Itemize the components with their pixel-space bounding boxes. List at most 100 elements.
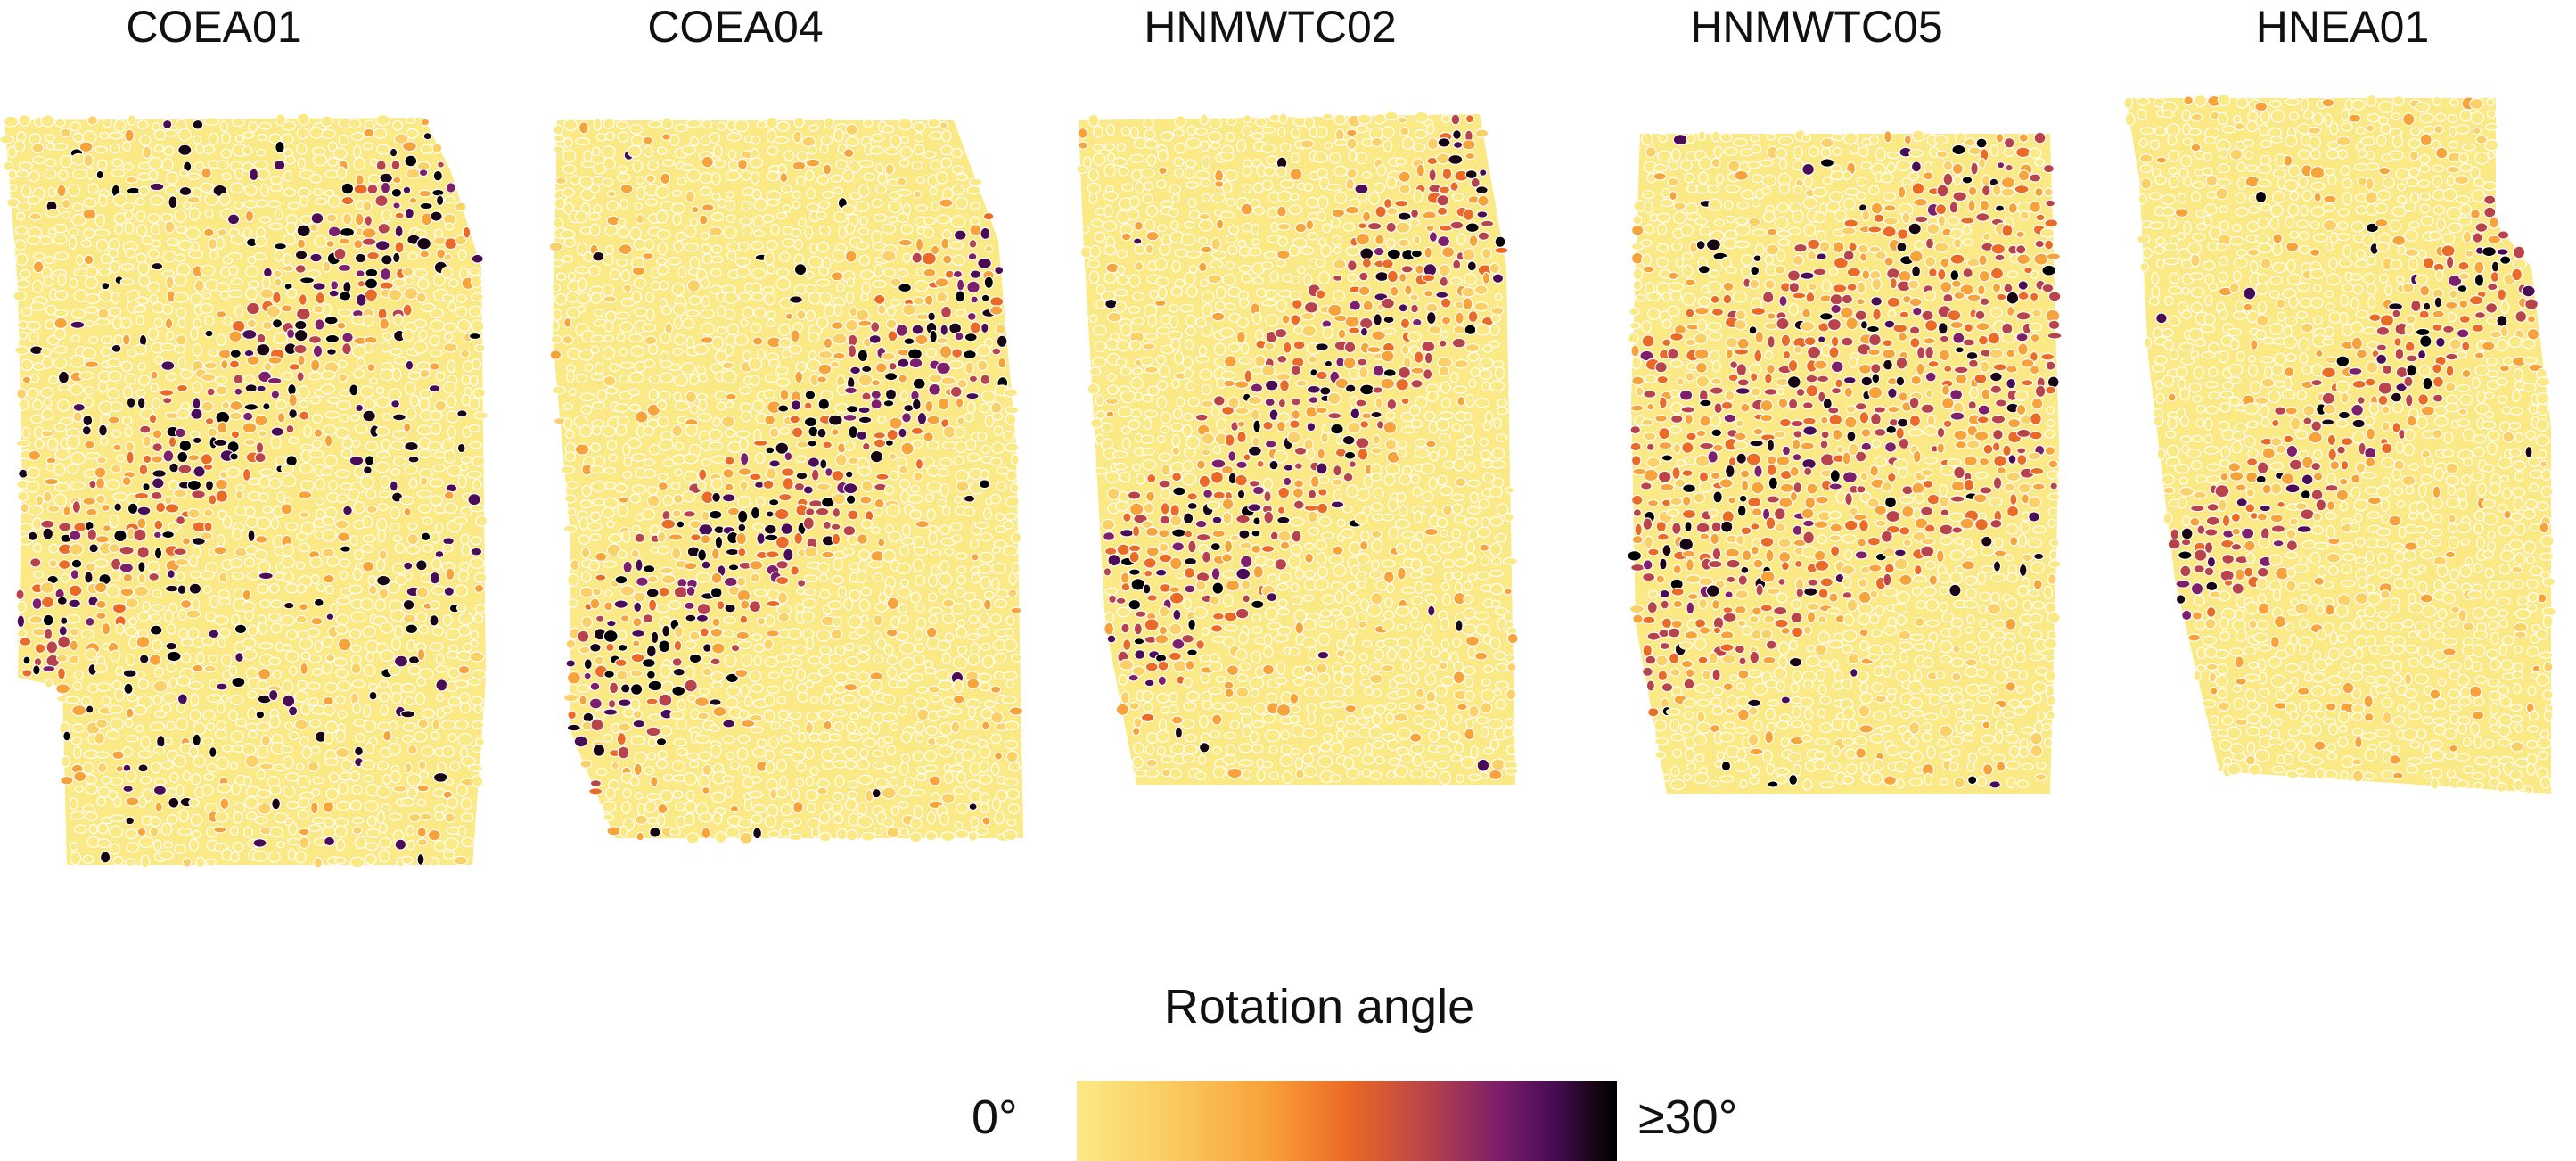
grain bbox=[1115, 358, 1128, 367]
grain bbox=[1144, 679, 1155, 688]
grain bbox=[657, 813, 666, 828]
grain bbox=[1291, 397, 1301, 407]
grain bbox=[1324, 141, 1333, 150]
grain bbox=[1345, 593, 1360, 604]
grain bbox=[738, 292, 751, 302]
grain bbox=[870, 321, 881, 333]
grain bbox=[416, 838, 429, 847]
grain bbox=[328, 480, 338, 491]
grain bbox=[232, 527, 242, 541]
grain bbox=[1302, 594, 1315, 602]
grain bbox=[749, 559, 764, 571]
grain bbox=[911, 398, 922, 411]
grain bbox=[700, 322, 716, 336]
grain bbox=[392, 429, 407, 440]
grain bbox=[1142, 583, 1152, 595]
grain bbox=[245, 545, 258, 556]
grain bbox=[714, 350, 728, 363]
grain bbox=[1410, 607, 1420, 619]
grain bbox=[1188, 210, 1200, 220]
grain bbox=[1309, 475, 1320, 489]
grain bbox=[85, 452, 101, 460]
grain bbox=[712, 144, 723, 159]
grain bbox=[367, 574, 376, 586]
grain bbox=[751, 633, 763, 642]
grain bbox=[95, 599, 107, 610]
grain bbox=[337, 710, 348, 719]
grain bbox=[1441, 167, 1453, 181]
grain bbox=[1240, 202, 1253, 216]
grain bbox=[195, 856, 206, 869]
grain bbox=[898, 614, 909, 624]
grain bbox=[1358, 271, 1369, 282]
grain bbox=[939, 344, 953, 359]
grain bbox=[996, 481, 1007, 491]
grain bbox=[792, 818, 802, 827]
grain bbox=[1343, 450, 1357, 460]
grain bbox=[242, 145, 253, 156]
grain bbox=[859, 748, 869, 759]
grain bbox=[140, 854, 151, 869]
grain bbox=[1235, 139, 1247, 152]
grain bbox=[562, 402, 573, 411]
grain bbox=[377, 760, 389, 770]
grain bbox=[1493, 650, 1506, 661]
grain bbox=[1303, 183, 1314, 193]
grain bbox=[1345, 177, 1355, 191]
grain bbox=[671, 189, 682, 197]
grain bbox=[889, 470, 900, 481]
grain bbox=[27, 195, 41, 205]
grain bbox=[1005, 615, 1015, 626]
grain bbox=[1211, 515, 1223, 524]
grain bbox=[152, 638, 163, 652]
grain bbox=[262, 267, 273, 278]
grain bbox=[737, 734, 751, 744]
grain bbox=[374, 461, 390, 473]
grain bbox=[681, 490, 696, 503]
grain bbox=[380, 181, 391, 194]
grain bbox=[619, 683, 631, 694]
grain bbox=[900, 731, 913, 744]
grain bbox=[766, 116, 778, 129]
grain bbox=[368, 682, 378, 691]
grain bbox=[994, 266, 1005, 276]
grain bbox=[364, 288, 379, 302]
grain bbox=[846, 277, 855, 288]
grain bbox=[1276, 250, 1291, 260]
grain bbox=[1413, 350, 1424, 364]
grain bbox=[881, 223, 897, 235]
grain bbox=[716, 305, 726, 318]
grain bbox=[461, 836, 475, 848]
grain bbox=[1394, 157, 1407, 166]
grain bbox=[673, 585, 688, 599]
grain bbox=[737, 819, 753, 828]
grain bbox=[460, 797, 472, 810]
grain bbox=[275, 113, 287, 127]
grain bbox=[309, 719, 322, 729]
grain bbox=[258, 642, 274, 650]
grain bbox=[242, 411, 254, 422]
grain bbox=[1349, 628, 1358, 636]
grain bbox=[1158, 166, 1168, 176]
grain bbox=[795, 471, 808, 481]
grain bbox=[1497, 398, 1507, 408]
grain bbox=[659, 566, 675, 575]
grain bbox=[415, 586, 429, 599]
grain bbox=[1157, 675, 1168, 687]
grain bbox=[1100, 422, 1113, 433]
grain bbox=[817, 666, 833, 677]
grain bbox=[603, 813, 614, 822]
grain bbox=[300, 521, 316, 535]
grain bbox=[1467, 351, 1480, 362]
grain bbox=[871, 230, 882, 244]
grain bbox=[830, 360, 840, 368]
grain bbox=[134, 491, 150, 500]
grain bbox=[939, 586, 948, 595]
grain bbox=[899, 391, 908, 401]
grain bbox=[457, 474, 467, 489]
grain bbox=[882, 712, 898, 723]
grain bbox=[420, 812, 432, 821]
grain bbox=[200, 570, 215, 580]
grain bbox=[261, 276, 271, 290]
grain bbox=[441, 705, 453, 714]
